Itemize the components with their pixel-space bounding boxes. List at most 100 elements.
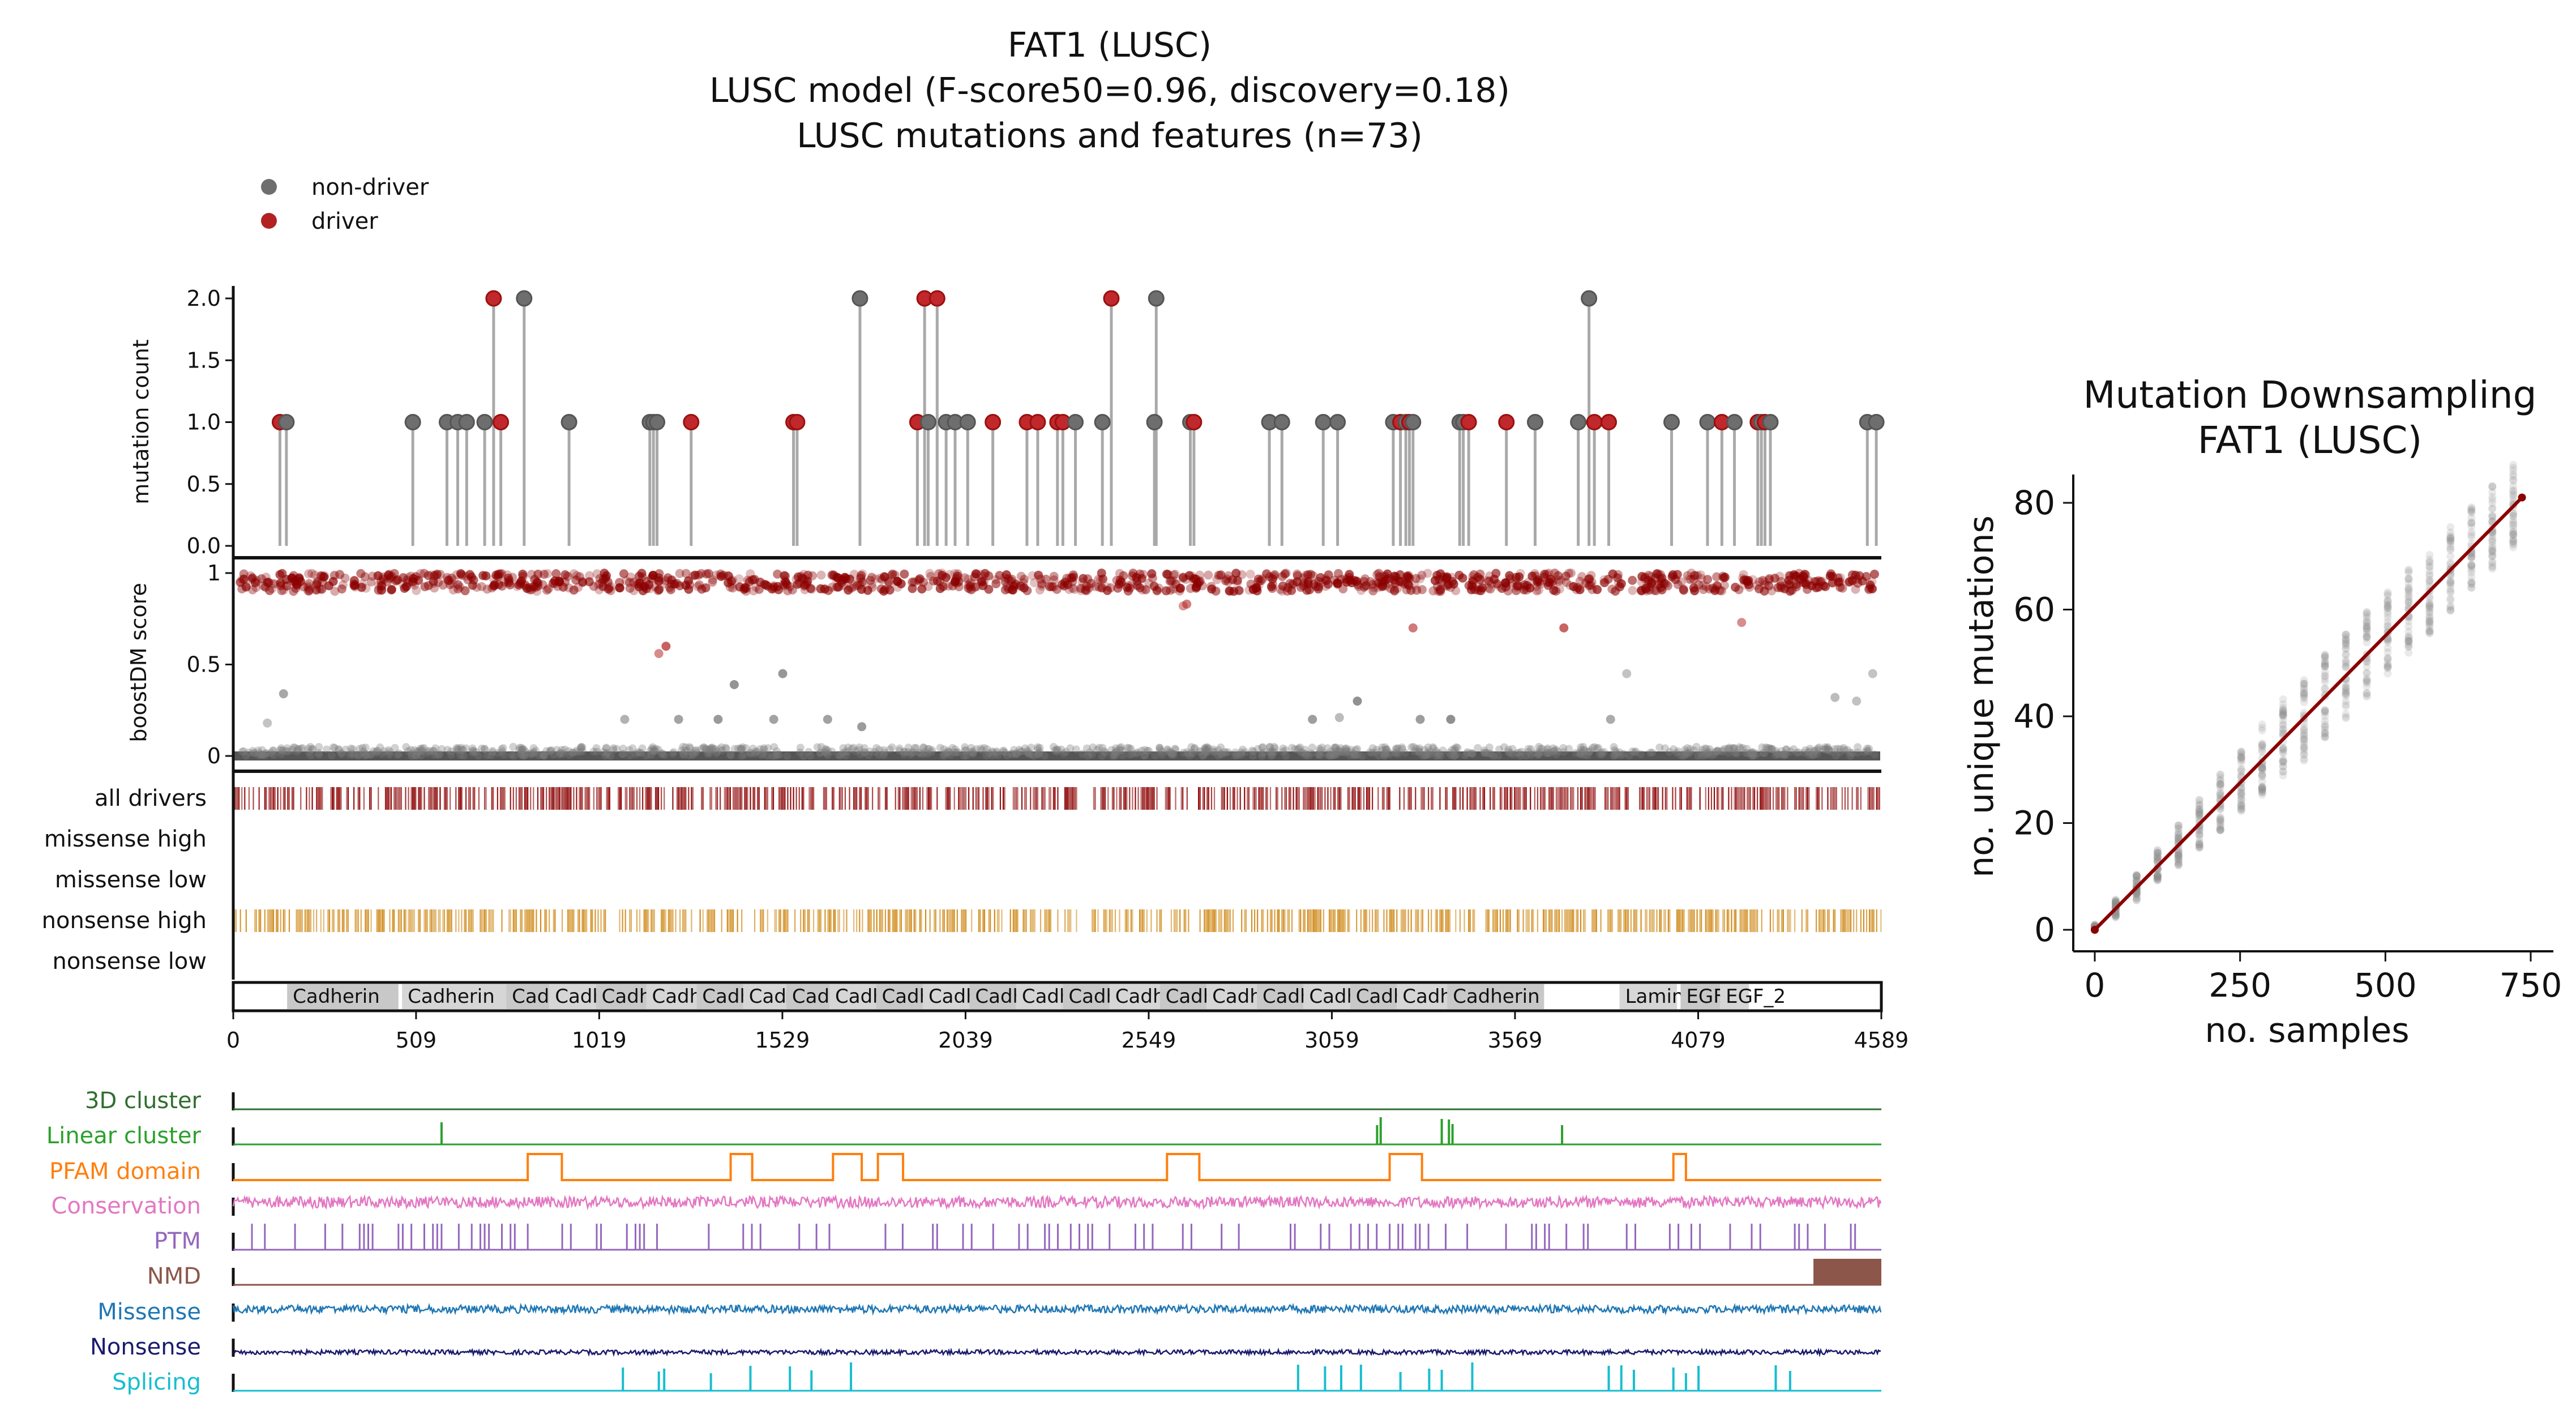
- boostdm-point-low: [855, 746, 863, 754]
- boostdm-point-low: [1294, 745, 1302, 754]
- boostdm-point-low: [1572, 749, 1580, 757]
- boostdm-point-low: [1217, 743, 1225, 751]
- feature-track-noise: [232, 1302, 1882, 1316]
- boostdm-point-low: [1034, 750, 1043, 758]
- boostdm-point-low: [631, 750, 640, 758]
- downsampling-point: [2384, 596, 2392, 605]
- boostdm-point-high: [527, 570, 536, 579]
- boostdm-point-high: [1047, 582, 1056, 592]
- boostdm-point-high: [1206, 582, 1216, 591]
- boostdm-point-high: [1505, 571, 1514, 580]
- boostdm-point-high: [399, 573, 408, 583]
- boostdm-point-low: [1586, 746, 1595, 755]
- boostdm-point-low: [1179, 749, 1188, 757]
- boostdm-point-high: [1034, 570, 1043, 580]
- feature-nmd-block: [1813, 1259, 1881, 1285]
- boostdm-point-low: [429, 747, 438, 755]
- boostdm-point-high: [1657, 573, 1667, 583]
- boostdm-point-low: [866, 747, 874, 756]
- boostdm-point-low: [742, 744, 750, 753]
- boostdm-point-low: [337, 749, 345, 757]
- downsampling-point: [2446, 588, 2455, 597]
- boostdm-point-low: [1765, 745, 1774, 753]
- boostdm-point-low: [322, 745, 331, 754]
- boostdm-point-high: [1512, 586, 1521, 595]
- boostdm-point-low: [1342, 747, 1350, 755]
- boostdm-point-high: [1113, 583, 1123, 593]
- boostdm-point-high: [1137, 574, 1146, 583]
- boostdm-point-high: [438, 580, 448, 590]
- boostdm-point-high: [1123, 581, 1133, 591]
- boostdm-point-low: [648, 745, 656, 753]
- boostdm-point-low: [546, 746, 555, 755]
- boostdm-point-low: [431, 744, 440, 753]
- boostdm-point-low: [1051, 746, 1059, 754]
- domain-xtick-label: 0: [226, 1028, 240, 1053]
- boostdm-point-low: [1033, 743, 1042, 751]
- boostdm-point-low: [429, 747, 438, 755]
- boostdm-point-low: [1030, 751, 1038, 760]
- boostdm-point-high: [525, 585, 534, 595]
- boostdm-point-high: [1852, 574, 1862, 584]
- boostdm-point-high: [1467, 572, 1477, 582]
- boostdm-point-high: [1022, 586, 1032, 596]
- boostdm-point-low: [337, 750, 346, 758]
- boostdm-point-high: [690, 570, 700, 580]
- boostdm-point-low: [420, 743, 428, 752]
- boostdm-point-high: [696, 569, 706, 578]
- boostdm-point-high: [1641, 585, 1651, 595]
- boostdm-point-high: [514, 580, 524, 590]
- boostdm-point-low: [1199, 751, 1207, 760]
- boostdm-point-low: [872, 744, 881, 753]
- boostdm-point-low: [1589, 743, 1597, 752]
- boostdm-point-low: [1034, 750, 1043, 758]
- boostdm-point-low: [1088, 750, 1096, 759]
- boostdm-point-low: [1554, 747, 1562, 756]
- boostdm-point-low: [698, 745, 706, 753]
- boostdm-point-low: [1544, 749, 1552, 757]
- boostdm-point-low: [1805, 745, 1814, 753]
- feature-track-label: Conservation: [52, 1193, 201, 1219]
- boostdm-point-low: [857, 750, 865, 758]
- boostdm-point-low: [1098, 743, 1107, 752]
- boostdm-point-high: [1423, 569, 1432, 578]
- boostdm-point-low: [260, 751, 268, 760]
- boostdm-point-high: [1324, 570, 1333, 580]
- boostdm-point-low: [1677, 751, 1685, 760]
- boostdm-point-low: [1346, 751, 1354, 760]
- boostdm-point-low: [1748, 749, 1757, 757]
- downsampling-point: [2425, 558, 2434, 566]
- downsampling-point: [2363, 669, 2371, 677]
- boostdm-point-low: [861, 748, 869, 757]
- boostdm-point-low: [1017, 747, 1026, 756]
- boostdm-point-low: [1141, 751, 1149, 760]
- boostdm-point-high: [1268, 574, 1278, 584]
- boostdm-point-high: [701, 569, 711, 579]
- boostdm-point-high: [1162, 569, 1171, 579]
- domain-xticks: 0 509 1019 1529 2039 2549 3059 3569 4079 4589: [226, 1011, 1909, 1053]
- boostdm-point-high: [497, 582, 507, 591]
- boostdm-point-low: [738, 745, 746, 753]
- boostdm-point-high: [1253, 574, 1263, 584]
- boostdm-point-high: [1385, 583, 1394, 593]
- downsampling-point: [2216, 783, 2224, 792]
- boostdm-point-low: [1145, 746, 1153, 755]
- boostdm-point-low: [606, 751, 615, 760]
- boostdm-point-low: [1463, 749, 1471, 758]
- boostdm-point-low: [1825, 746, 1833, 755]
- boostdm-point-low: [969, 747, 978, 755]
- boostdm-point-high: [1139, 570, 1148, 579]
- downsampling-point: [2153, 873, 2162, 881]
- lollipop-head-non-driver: [1570, 414, 1587, 430]
- downsampling-point: [2404, 575, 2413, 584]
- boostdm-point-high: [863, 586, 872, 595]
- boostdm-point-low: [1052, 745, 1061, 754]
- boostdm-point-low: [282, 747, 290, 755]
- downsampling-point: [2237, 754, 2245, 762]
- boostdm-point-low: [669, 748, 678, 757]
- boostdm-point-low: [560, 745, 569, 754]
- raster-row-label: missense low: [55, 867, 207, 893]
- boostdm-point-low: [1625, 751, 1633, 760]
- boostdm-point-low: [1013, 750, 1021, 758]
- boostdm-point-high: [337, 584, 346, 594]
